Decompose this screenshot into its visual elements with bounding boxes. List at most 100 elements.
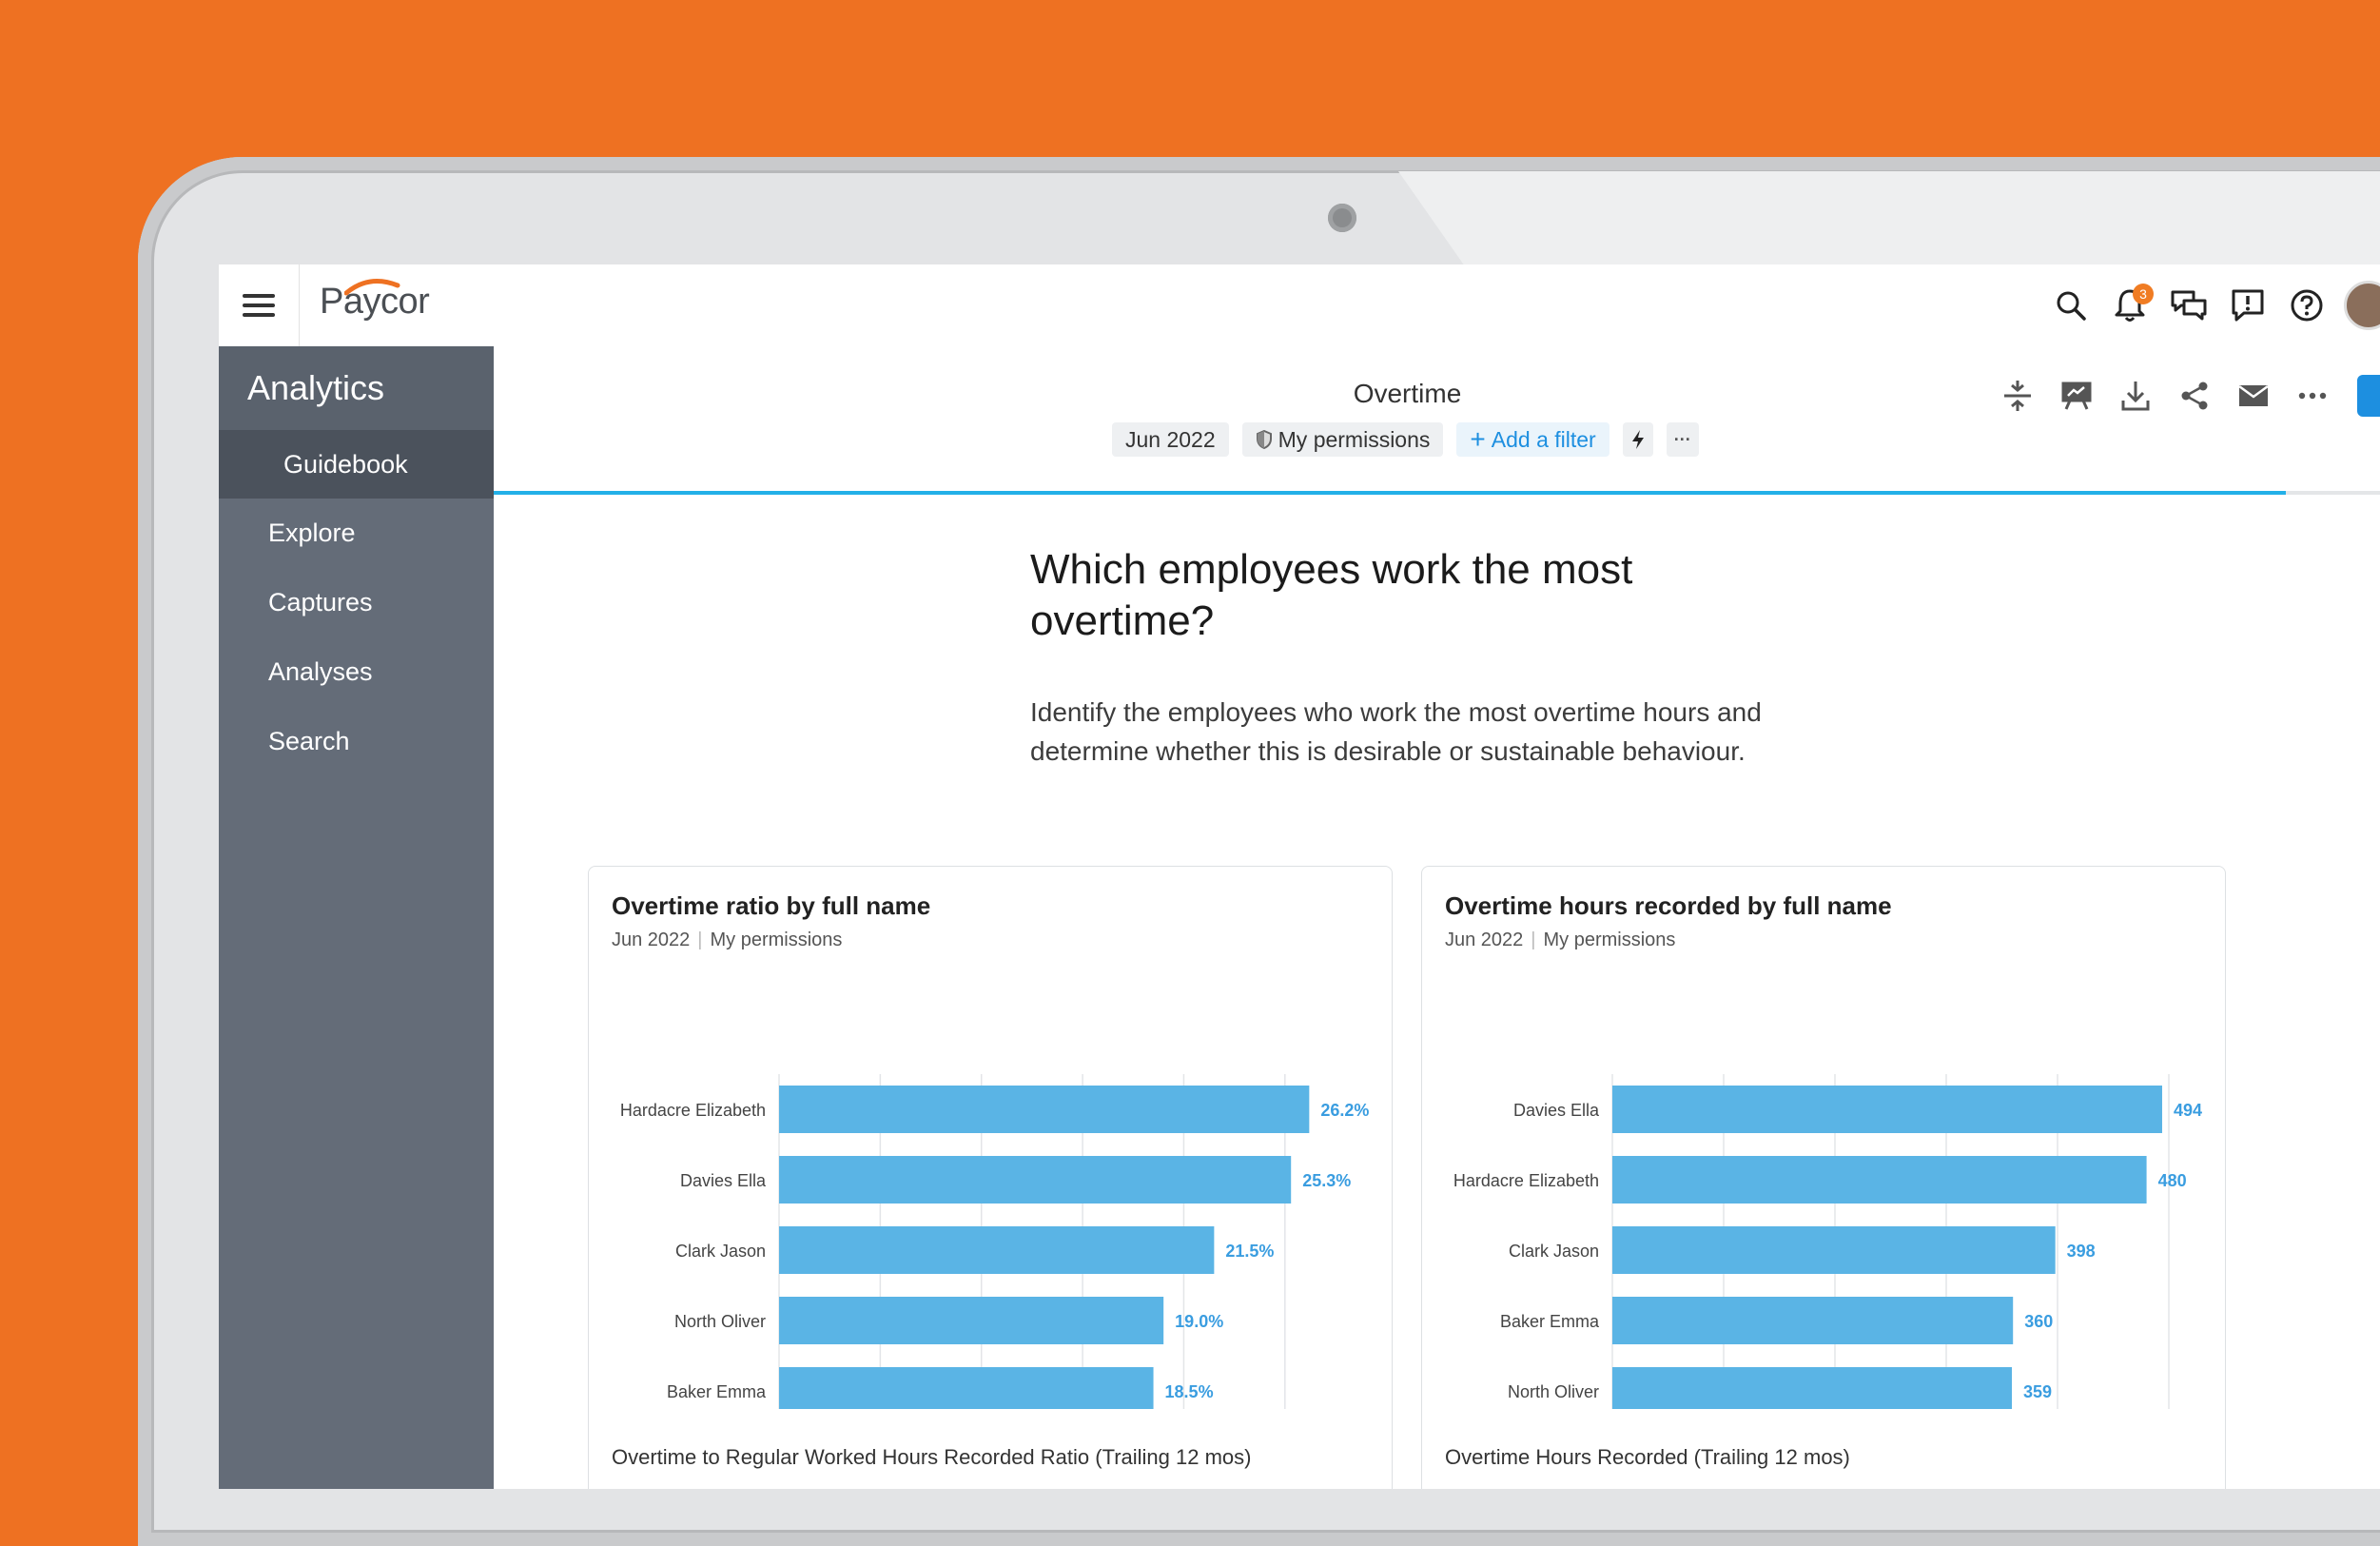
report-progress-bar xyxy=(494,491,2380,495)
notifications-button[interactable]: 3 xyxy=(2100,276,2159,335)
category-label: Baker Emma xyxy=(667,1382,767,1401)
notification-badge: 3 xyxy=(2133,284,2154,304)
bar xyxy=(1612,1156,2147,1204)
card-footer: Overtime Hours Recorded (Trailing 12 mos… xyxy=(1445,1445,1850,1469)
overtime-hours-card[interactable]: Overtime hours recorded by full name Jun… xyxy=(1421,866,2226,1489)
header-toolbar: 3 xyxy=(2041,264,2380,346)
data-label: 26.2% xyxy=(1320,1101,1369,1120)
expand-panel-button[interactable] xyxy=(2357,375,2380,417)
add-filter-label: Add a filter xyxy=(1491,426,1596,452)
present-button[interactable] xyxy=(2057,376,2097,416)
guide-description: Identify the employees who work the most… xyxy=(1030,697,1762,766)
bar xyxy=(779,1156,1292,1204)
bar xyxy=(779,1226,1215,1274)
card-title: Overtime hours recorded by full name xyxy=(1445,891,1892,920)
lightning-icon xyxy=(1631,430,1644,449)
bar xyxy=(1612,1086,2162,1133)
report-progress-fill xyxy=(494,491,2286,495)
bar xyxy=(1612,1367,2013,1409)
app-screen: Paycor 3 xyxy=(219,264,2380,1489)
card-date: Jun 2022 xyxy=(612,930,691,950)
feedback-icon xyxy=(2232,289,2264,322)
shield-icon xyxy=(1256,430,1272,449)
logo-swoosh-icon xyxy=(344,279,400,296)
help-button[interactable] xyxy=(2277,276,2336,335)
data-label: 19.0% xyxy=(1175,1312,1223,1331)
date-filter-chip[interactable]: Jun 2022 xyxy=(1112,422,1229,457)
email-button[interactable] xyxy=(2234,376,2273,416)
download-button[interactable] xyxy=(2116,376,2156,416)
data-label: 25.3% xyxy=(1302,1171,1351,1190)
sidebar-item-explore[interactable]: Explore xyxy=(268,519,356,547)
share-button[interactable] xyxy=(2175,376,2214,416)
date-filter-label: Jun 2022 xyxy=(1125,426,1216,452)
bar xyxy=(779,1367,1154,1409)
overtime-hours-chart: 0100200300400500 hrsDavies Ella494Hardac… xyxy=(1453,1074,2202,1409)
report-content: Overtime Jun 2022 My permissions + Add a… xyxy=(494,346,2380,1489)
search-button[interactable] xyxy=(2041,276,2100,335)
collapse-button[interactable] xyxy=(1998,376,2038,416)
webcam xyxy=(1328,204,1356,232)
card-footer: Overtime to Regular Worked Hours Recorde… xyxy=(612,1445,1252,1469)
filter-bar: Jun 2022 My permissions + Add a filter ·… xyxy=(1112,422,1699,457)
sidebar-item-guidebook[interactable]: Guidebook xyxy=(219,430,494,499)
plus-icon: + xyxy=(1470,424,1486,454)
category-label: Clark Jason xyxy=(675,1242,766,1261)
envelope-icon xyxy=(2238,384,2269,406)
permissions-filter-label: My permissions xyxy=(1278,426,1431,452)
category-label: North Oliver xyxy=(1508,1382,1599,1401)
category-label: Davies Ella xyxy=(680,1171,767,1190)
category-label: Clark Jason xyxy=(1509,1242,1599,1261)
sidebar: Analytics Guidebook Explore Captures Ana… xyxy=(219,346,494,1489)
category-label: Davies Ella xyxy=(1513,1101,1600,1120)
add-filter-button[interactable]: + Add a filter xyxy=(1456,422,1609,457)
share-icon xyxy=(2181,382,2208,410)
category-label: Baker Emma xyxy=(1500,1312,1600,1331)
bar xyxy=(1612,1297,2014,1344)
card-date: Jun 2022 xyxy=(1445,930,1524,950)
quick-action-button[interactable] xyxy=(1622,422,1653,457)
bar xyxy=(779,1297,1164,1344)
collapse-vertical-icon xyxy=(2004,381,2031,411)
overtime-ratio-chart: 0.00%5.00%10.0%15.0%20.0%25.0%Hardacre E… xyxy=(620,1074,1369,1409)
messages-button[interactable] xyxy=(2159,276,2218,335)
sidebar-item-captures[interactable]: Captures xyxy=(268,588,373,616)
category-label: Hardacre Elizabeth xyxy=(620,1101,766,1120)
hamburger-icon xyxy=(243,294,275,317)
data-label: 360 xyxy=(2024,1312,2053,1331)
more-actions-button[interactable] xyxy=(2292,376,2332,416)
sidebar-title: Analytics xyxy=(219,346,494,430)
user-avatar[interactable] xyxy=(2344,281,2380,330)
bezel-sheen xyxy=(1398,171,2380,266)
card-permissions: My permissions xyxy=(1543,930,1676,950)
report-actions xyxy=(1998,375,2380,417)
bar xyxy=(1612,1226,2056,1274)
data-label: 359 xyxy=(2023,1382,2052,1401)
download-icon xyxy=(2121,382,2150,411)
category-label: North Oliver xyxy=(674,1312,766,1331)
data-label: 21.5% xyxy=(1225,1242,1274,1261)
ellipsis-icon xyxy=(2298,392,2327,400)
chat-bubbles-icon xyxy=(2171,290,2207,321)
presentation-icon xyxy=(2061,382,2092,410)
guide-question: Which employees work the most overtime? xyxy=(1030,546,1633,644)
sidebar-item-analyses[interactable]: Analyses xyxy=(268,657,373,686)
data-label: 480 xyxy=(2158,1171,2187,1190)
card-title: Overtime ratio by full name xyxy=(612,891,931,920)
category-label: Hardacre Elizabeth xyxy=(1453,1171,1599,1190)
report-title: Overtime xyxy=(1353,379,1462,408)
paycor-logo: Paycor xyxy=(320,282,430,322)
feedback-button[interactable] xyxy=(2218,276,2277,335)
data-label: 18.5% xyxy=(1165,1382,1214,1401)
sidebar-item-search[interactable]: Search xyxy=(268,727,350,755)
help-icon xyxy=(2291,289,2323,322)
permissions-filter-chip[interactable]: My permissions xyxy=(1241,422,1444,457)
overtime-ratio-card[interactable]: Overtime ratio by full name Jun 2022 | My … xyxy=(588,866,1393,1489)
data-label: 398 xyxy=(2067,1242,2096,1261)
data-label: 494 xyxy=(2174,1101,2202,1120)
top-navigation-bar: Paycor 3 xyxy=(219,264,2380,348)
bar xyxy=(779,1086,1310,1133)
more-filters-label: ··· xyxy=(1673,429,1691,449)
more-filters-button[interactable]: ··· xyxy=(1666,422,1699,457)
menu-button[interactable] xyxy=(219,264,300,346)
